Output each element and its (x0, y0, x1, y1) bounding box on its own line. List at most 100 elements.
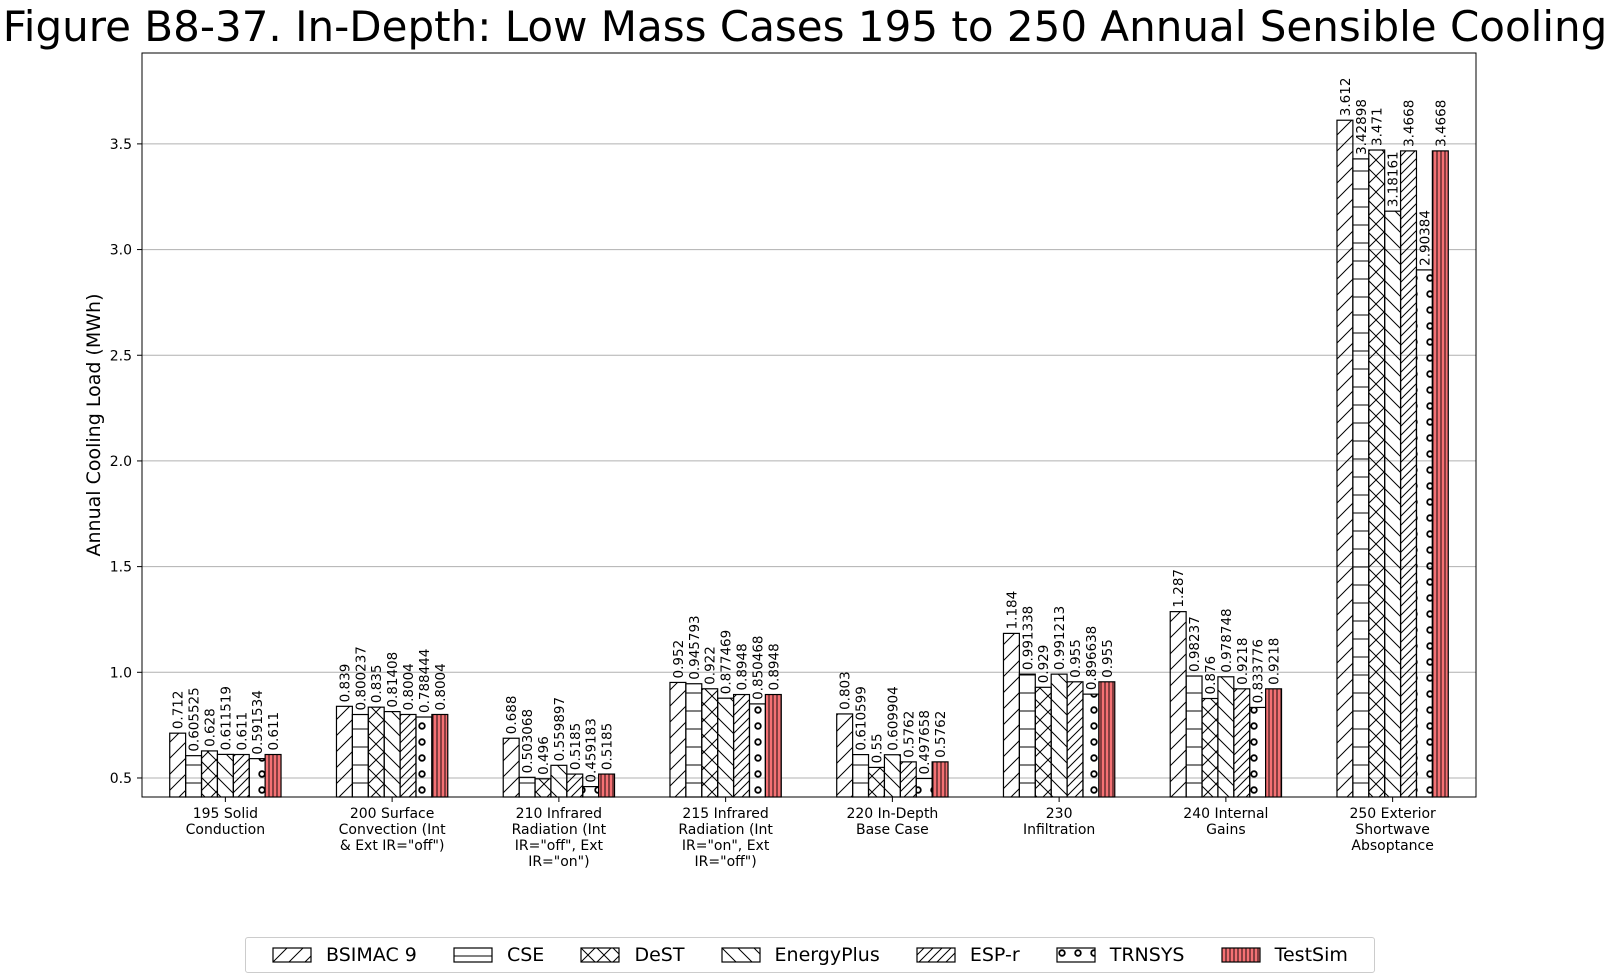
legend-item-esp-r: ESP-r (916, 944, 1020, 966)
bar-testsim (931, 761, 949, 798)
bar-bsimac-9 (169, 732, 187, 798)
data-label: 0.55 (869, 733, 885, 763)
bar-bsimac-9 (836, 713, 854, 798)
x-tick-label: 220 In-Depth (846, 806, 938, 822)
bar-testsim (431, 713, 449, 798)
chart-title: Figure B8-37. In-Depth: Low Mass Cases 1… (2, 2, 1608, 51)
bar-cse (685, 683, 703, 798)
bar-dest (1368, 149, 1386, 798)
legend-swatch-rect (720, 947, 761, 963)
y-tick-label: 2.5 (110, 348, 132, 364)
bar-trnsys (915, 777, 933, 798)
axes: 0.5 1.0 1.5 2.0 2.5 3.0 3.5 195 SolidConduction… (83, 52, 1477, 870)
y-tick-label: 1.0 (110, 665, 132, 681)
legend-item-testsim: TestSim (1221, 944, 1348, 966)
bar-bsimac-9 (1002, 632, 1020, 798)
x-tick-label: Shortwave (1355, 822, 1430, 838)
bar-trnsys (582, 786, 600, 798)
data-label: 0.559897 (552, 697, 568, 761)
x-tick-label: Convection (Int (339, 822, 447, 838)
data-label: 0.991338 (1020, 606, 1036, 670)
legend-swatch-rect (1221, 947, 1261, 963)
data-label: 1.184 (1004, 591, 1020, 630)
legend-swatch (272, 947, 312, 963)
x-tick-label: 240 Internal (1183, 806, 1268, 822)
data-label: 0.605525 (187, 687, 203, 751)
data-label: 0.945793 (687, 615, 703, 679)
data-label: 0.850468 (750, 635, 766, 699)
x-tick-label: 195 Solid (193, 806, 258, 822)
x-tick-label: IR="on") (528, 854, 589, 870)
legend-item-trnsys: TRNSYS (1056, 944, 1185, 966)
data-label: 0.611 (234, 712, 250, 751)
bar-dest (1201, 697, 1219, 798)
y-tick-label: 1.5 (110, 560, 132, 576)
legend: BSIMAC 9 CSE DeST EnergyPlus ESP-r TRNSYS Test… (245, 937, 1375, 973)
data-label: 0.835 (369, 665, 385, 704)
bar-dest (1034, 686, 1052, 798)
bar-esp-r (566, 773, 584, 798)
legend-label: DeST (634, 944, 685, 966)
data-label: 1.287 (1171, 569, 1187, 608)
data-label: 3.42898 (1354, 99, 1370, 155)
bar-trnsys (248, 758, 266, 798)
data-label: 0.497658 (917, 710, 933, 774)
bar-esp-r (232, 753, 250, 798)
y-tick-label: 2.0 (110, 454, 132, 470)
bar-testsim (598, 773, 616, 798)
data-label: 3.471 (1370, 107, 1386, 146)
bar-energyplus (1050, 673, 1068, 798)
legend-swatch-rect (1056, 947, 1096, 963)
data-label: 0.591534 (250, 690, 266, 754)
data-label: 0.611519 (218, 686, 234, 750)
legend-swatch (916, 947, 956, 963)
data-label: 0.833776 (1251, 639, 1267, 703)
bar-energyplus (1217, 676, 1235, 798)
bar-esp-r (732, 693, 751, 798)
data-label: 0.8004 (401, 663, 417, 710)
data-label: 0.628 (202, 708, 218, 747)
bar-energyplus (216, 753, 234, 798)
legend-swatch (720, 947, 761, 963)
legend-swatch-rect (272, 947, 312, 963)
bar-bsimac-9 (1169, 611, 1187, 798)
x-tick-label: 215 Infrared (682, 806, 768, 822)
data-label: 0.609904 (885, 686, 901, 750)
data-label: 0.503068 (520, 709, 536, 773)
data-label: 0.929 (1036, 645, 1052, 684)
data-label: 3.4668 (1402, 100, 1418, 147)
bar-trnsys (1082, 693, 1100, 798)
y-tick-label: 0.5 (110, 771, 132, 787)
x-tick-label: 230 (1046, 806, 1073, 822)
data-label: 3.18161 (1386, 151, 1402, 207)
x-tick-label: Infiltration (1023, 822, 1095, 838)
bar-cse (351, 713, 369, 798)
data-label: 0.877469 (719, 630, 735, 694)
bar-cse (518, 776, 536, 798)
legend-swatch (1056, 947, 1096, 963)
data-label: 0.896638 (1084, 626, 1100, 690)
legend-item-cse: CSE (453, 944, 544, 966)
x-tick-label: 200 Surface (350, 806, 435, 822)
bar-cse (852, 754, 870, 798)
legend-label: TestSim (1274, 944, 1348, 966)
y-axis-label: Annual Cooling Load (MWh) (83, 294, 105, 557)
bar-testsim (264, 753, 282, 798)
data-label: 0.952 (671, 640, 687, 679)
bar-dest (867, 766, 886, 798)
data-label: 0.5185 (600, 723, 616, 770)
bar-bsimac-9 (502, 737, 520, 798)
data-label: 0.8948 (735, 643, 751, 690)
legend-item-bsimac-9: BSIMAC 9 (272, 944, 417, 966)
bar-esp-r (399, 713, 417, 798)
data-label: 0.81408 (385, 652, 401, 708)
plot-frame (141, 52, 1477, 798)
legend-label: TRNSYS (1109, 944, 1185, 966)
data-label: 0.839 (337, 664, 353, 703)
legend-swatch (1221, 947, 1261, 963)
bar-bsimac-9 (335, 705, 353, 798)
bar-esp-r (1399, 150, 1418, 798)
bar-dest (367, 706, 385, 798)
x-tick-label: Radiation (Int (678, 822, 773, 838)
